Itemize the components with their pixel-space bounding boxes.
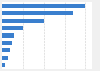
Bar	[2, 56, 8, 60]
Bar	[2, 41, 12, 45]
Bar	[2, 63, 5, 67]
Bar	[2, 11, 72, 15]
Bar	[2, 26, 23, 30]
Bar	[2, 19, 44, 23]
Bar	[2, 33, 14, 38]
Bar	[2, 48, 10, 52]
Bar	[2, 4, 85, 8]
